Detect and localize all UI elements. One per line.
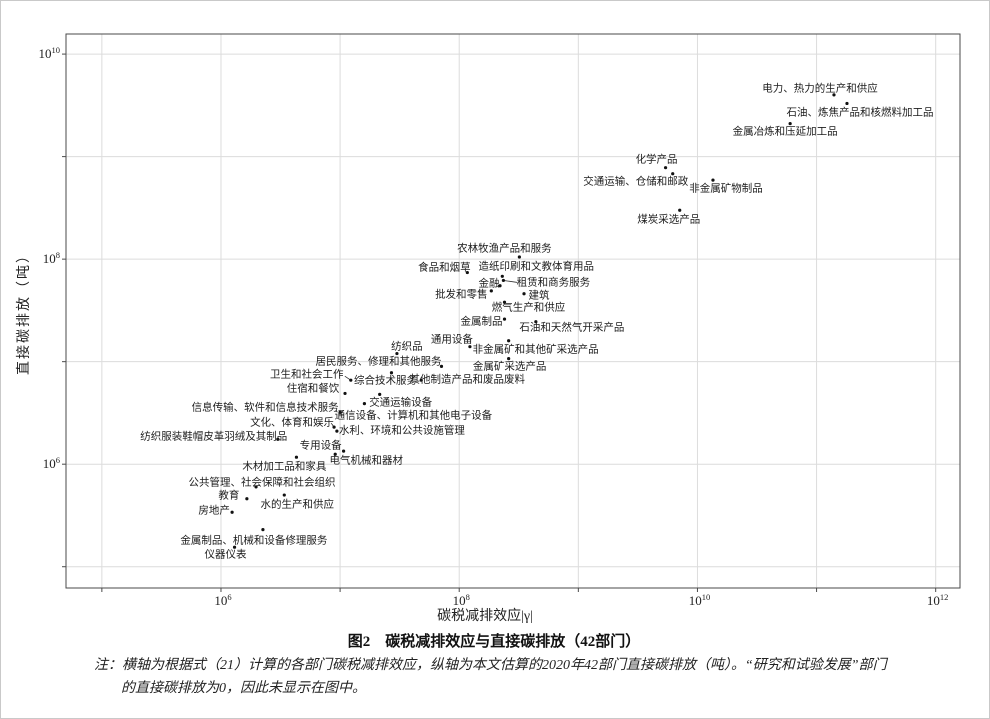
- tick-label: 1010: [39, 45, 61, 61]
- data-point: [261, 528, 265, 532]
- data-point: [332, 425, 336, 429]
- sector-label: 非金属矿和其他矿采选产品: [472, 344, 599, 356]
- data-point: [230, 510, 234, 514]
- sector-label: 木材加工品和家具: [242, 461, 327, 473]
- sector-label: 金属制品、机械和设备修理服务: [180, 535, 328, 547]
- data-point: [276, 437, 280, 441]
- sector-label: 金属制品: [460, 316, 503, 328]
- sector-label: 卫生和社会工作: [270, 369, 344, 381]
- data-point: [254, 485, 258, 489]
- data-point: [333, 452, 337, 456]
- data-point: [245, 497, 249, 501]
- tick-label: 108: [43, 250, 60, 266]
- sector-label: 仪器仪表: [204, 549, 247, 561]
- data-point: [468, 345, 472, 349]
- sector-label: 交通运输、仓储和邮政: [583, 176, 689, 188]
- data-point: [294, 455, 299, 459]
- tick-label: 108: [453, 592, 470, 608]
- sector-label: 燃气生产和供应: [491, 302, 566, 314]
- sector-label: 公共管理、社会保障和社会组织: [188, 477, 336, 489]
- data-point: [378, 392, 382, 396]
- sector-label: 金融: [478, 278, 500, 290]
- data-point: [465, 270, 469, 275]
- data-point: [501, 278, 506, 283]
- tick-label: 106: [214, 592, 231, 608]
- data-point: [498, 284, 502, 288]
- data-point: [845, 101, 849, 106]
- sector-label: 食品和烟草: [418, 262, 471, 274]
- sector-label: 纺织品: [391, 341, 423, 353]
- sector-label: 电力、热力的生产和供应: [762, 83, 878, 95]
- sector-label: 信息传输、软件和信息技术服务: [191, 402, 339, 414]
- sector-label: 通信设备、计算机和其他电子设备: [334, 410, 493, 422]
- label-leader-line: [503, 280, 518, 283]
- sector-label: 通用设备: [430, 334, 473, 346]
- data-point: [439, 364, 444, 368]
- data-point: [832, 93, 836, 97]
- data-point: [502, 317, 507, 321]
- sector-label: 造纸印刷和文教体育用品: [478, 261, 595, 273]
- tick-label: 1010: [689, 592, 711, 608]
- data-point: [349, 378, 353, 382]
- sector-label: 石油和天然气开采产品: [519, 322, 625, 334]
- data-point: [502, 300, 507, 304]
- sector-label: 专用设备: [299, 440, 342, 452]
- data-point: [678, 208, 682, 212]
- plot-frame: [65, 33, 961, 589]
- y-axis-title: 直接碳排放（吨）: [17, 247, 32, 375]
- sector-label: 水的生产和供应: [260, 499, 335, 511]
- sector-label: 农林牧渔产品和服务: [457, 243, 552, 255]
- sector-label: 金属冶炼和压延加工品: [732, 126, 838, 138]
- sector-label: 水利、环境和公共设施管理: [338, 425, 465, 437]
- sector-label: 租赁和商务服务: [516, 277, 591, 289]
- figure-note-line2: 的直接碳排放为0，因此未显示在图中。: [121, 681, 366, 696]
- data-point: [507, 339, 511, 343]
- data-point: [338, 410, 342, 414]
- sector-label: 纺织服装鞋帽皮革羽绒及其制品: [140, 431, 288, 443]
- scatter-chart: 106 108 1010 1012 106 108 1010 直接碳排放（吨） 碳税减排效应…: [1, 1, 989, 661]
- sector-label: 电气机械和器材: [329, 455, 403, 467]
- sector-label: 金属矿采选产品: [472, 361, 547, 373]
- data-point: [788, 121, 792, 126]
- sector-label: 住宿和餐饮: [286, 383, 340, 395]
- data-point: [534, 320, 538, 324]
- sector-label: 其他制造产品和废品废料: [409, 374, 525, 386]
- sector-label: 化学产品: [635, 154, 678, 166]
- sector-label: 建筑: [528, 290, 550, 302]
- data-point: [335, 429, 339, 433]
- data-point: [663, 166, 668, 170]
- tick-label: 1012: [927, 592, 949, 608]
- data-point: [282, 493, 286, 497]
- figure-note-line1: 注：横轴为根据式（21）计算的各部门碳税减排效应，纵轴为本文估算的2020年42…: [94, 658, 887, 673]
- sector-label: 石油、炼焦产品和核燃料加工品: [786, 107, 934, 119]
- sector-label: 房地产: [198, 505, 230, 517]
- sector-label: 交通运输设备: [369, 397, 433, 409]
- data-point: [419, 378, 423, 382]
- sector-label: 非金属矿物制品: [689, 183, 763, 195]
- sector-label: 居民服务、修理和其他服务: [315, 356, 442, 368]
- data-point: [711, 178, 715, 182]
- x-axis-title: 碳税减排效应|γ|: [437, 609, 533, 624]
- figure-caption: 图2 碳税减排效应与直接碳排放（42部门）: [347, 634, 641, 650]
- data-point: [341, 449, 346, 453]
- data-point: [395, 351, 399, 356]
- data-point: [489, 289, 493, 293]
- tick-label: 106: [43, 455, 60, 471]
- data-point: [522, 292, 526, 296]
- sector-label: 教育: [218, 490, 240, 502]
- data-point: [343, 391, 347, 396]
- sector-label: 综合技术服务: [353, 375, 417, 387]
- data-point: [507, 357, 511, 361]
- scatter-plot-canvas: 106 108 1010 1012 106 108 1010: [39, 33, 961, 608]
- data-point: [671, 172, 675, 176]
- sector-label: 文化、体育和娱乐: [250, 417, 335, 429]
- data-point: [362, 401, 367, 406]
- data-point: [232, 545, 237, 549]
- sector-label: 批发和零售: [435, 289, 488, 301]
- sector-label: 煤炭采选产品: [637, 214, 701, 226]
- data-point: [517, 255, 521, 259]
- data-point: [389, 371, 394, 375]
- data-point: [500, 274, 504, 278]
